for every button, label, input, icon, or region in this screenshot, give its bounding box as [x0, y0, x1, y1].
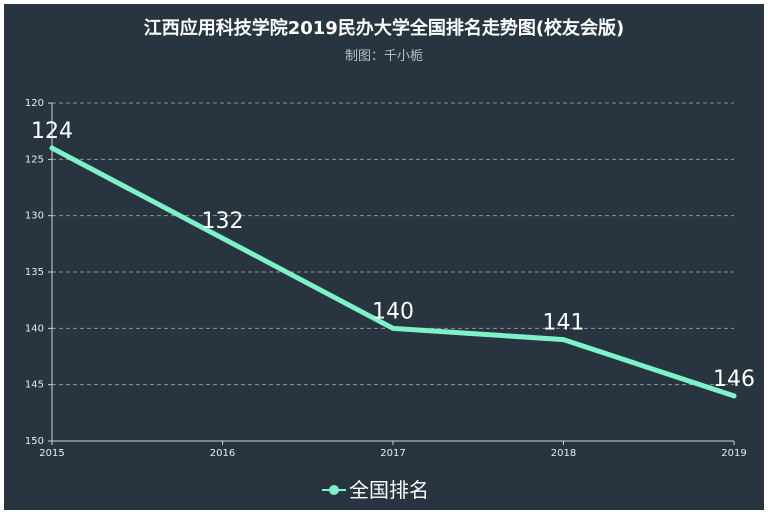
data-labels: 124 132 140 141 146 — [31, 119, 755, 392]
data-point[interactable] — [49, 145, 55, 151]
legend[interactable]: 全国排名 — [322, 478, 429, 502]
series-layer — [49, 145, 737, 399]
data-point[interactable] — [561, 337, 566, 343]
y-tick-label: 120 — [25, 98, 44, 109]
chart-subtitle: 制图：千小栀 — [345, 49, 423, 64]
axes — [51, 103, 734, 442]
chart-panel: 江西应用科技学院2019民办大学全国排名走势图(校友会版) 制图：千小栀 120… — [4, 4, 764, 510]
data-label: 140 — [372, 299, 414, 324]
data-label: 141 — [543, 311, 585, 336]
y-tick-label: 140 — [25, 323, 44, 334]
y-tick-label: 150 — [25, 436, 44, 447]
x-tick-label: 2017 — [380, 448, 405, 459]
x-tick-label: 2018 — [551, 448, 576, 459]
x-tick-label: 2016 — [210, 448, 235, 459]
y-tick-label: 125 — [25, 154, 44, 165]
y-tick-label: 145 — [25, 380, 44, 391]
data-label: 124 — [31, 119, 73, 144]
x-tick-label: 2015 — [39, 448, 64, 459]
data-label: 132 — [202, 209, 244, 234]
x-axis-ticks: 2015 2016 2017 2018 2019 — [39, 441, 747, 459]
y-tick-label: 130 — [25, 211, 44, 222]
y-tick-label: 135 — [25, 267, 44, 278]
legend-swatch — [322, 485, 346, 495]
line-chart: 江西应用科技学院2019民办大学全国排名走势图(校友会版) 制图：千小栀 120… — [25, 17, 755, 502]
grid-lines — [52, 102, 734, 386]
data-point[interactable] — [390, 325, 396, 331]
data-point[interactable] — [731, 393, 737, 399]
chart-title: 江西应用科技学院2019民办大学全国排名走势图(校友会版) — [144, 17, 625, 39]
data-label: 146 — [713, 367, 755, 392]
series-line — [49, 145, 737, 399]
legend-swatch-marker — [329, 485, 339, 495]
data-point[interactable] — [220, 235, 225, 241]
y-axis-ticks: 120 125 130 135 140 145 150 — [25, 98, 52, 447]
x-tick-label: 2019 — [721, 448, 746, 459]
legend-label: 全国排名 — [349, 478, 429, 502]
